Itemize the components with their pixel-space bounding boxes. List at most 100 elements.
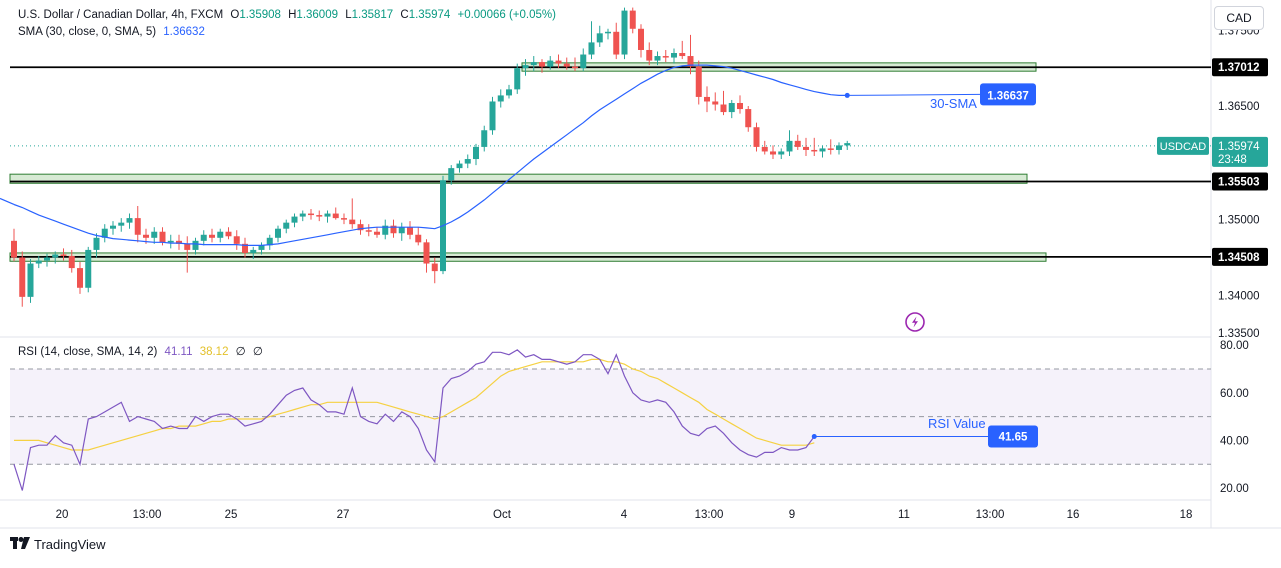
candle-body (555, 60, 562, 64)
candle-body (514, 68, 521, 90)
candle-body (695, 66, 702, 97)
candle-body (233, 236, 240, 244)
rsi-line (13, 349, 815, 491)
rsi-tick-label: 80.00 (1220, 340, 1249, 352)
level-price-label: 1.37012 (1218, 62, 1260, 74)
level-price-badge (1212, 58, 1268, 77)
candle-body (547, 60, 554, 67)
candle-body (85, 249, 92, 288)
time-tick-label: 16 (1067, 509, 1080, 521)
high-label: H (288, 9, 297, 21)
time-tick-label: 18 (1180, 509, 1193, 521)
candle-body (374, 231, 380, 235)
rsi-extra-1: ∅ (235, 346, 246, 358)
candle-body (737, 102, 743, 110)
candle-body (242, 243, 248, 253)
candle-body (522, 65, 529, 69)
symbol-tag (1157, 136, 1209, 155)
tradingview-logo[interactable]: TradingView (10, 537, 106, 552)
candle-body (745, 109, 752, 128)
candle-body (299, 213, 306, 217)
candle-body (464, 159, 471, 164)
candle-body (316, 215, 323, 217)
candle-body (563, 63, 570, 67)
candle-body (473, 146, 479, 160)
candle-body (93, 237, 100, 250)
candle-body (704, 96, 710, 102)
candle-body (539, 62, 545, 67)
rsi-annotation-badge (988, 425, 1038, 448)
candle-body (662, 56, 669, 58)
candle-body (365, 230, 372, 232)
candle-body (530, 62, 537, 66)
candle-body (794, 140, 801, 147)
candle-body (423, 242, 430, 264)
time-tick-label: 25 (225, 509, 238, 521)
annotations: 30-SMA 1.36637 RSI Value 41.65 (811, 83, 1038, 448)
candle-body (192, 240, 199, 250)
candle-body (68, 255, 75, 269)
candle-body (27, 263, 34, 297)
candle-body (167, 240, 174, 243)
time-axis[interactable]: 20 13:00 25 27 Oct 4 13:00 9 11 13:00 16 18 (56, 509, 1193, 521)
candle-body (629, 10, 636, 29)
sma-series (0, 64, 848, 246)
price-pane[interactable] (0, 0, 1211, 337)
candle-body (11, 240, 17, 258)
candle-body (35, 260, 42, 264)
candle-body (506, 89, 512, 96)
candle-body (778, 151, 785, 155)
currency-button[interactable]: CAD (1214, 6, 1264, 30)
last-price-badge (1212, 136, 1268, 167)
candle-body (19, 257, 26, 297)
candle-body (398, 227, 405, 234)
sma-legend[interactable]: SMA (30, close, 0, SMA, 5) 1.36632 (18, 26, 209, 38)
rsi-background (10, 368, 1211, 465)
candle-body (761, 146, 768, 152)
candle-body (415, 234, 422, 243)
candle-body (827, 148, 834, 150)
zone-2 (9, 173, 1028, 184)
low-label: L (345, 9, 352, 21)
time-tick-label: 13:00 (133, 509, 162, 521)
candle-body (596, 33, 603, 43)
symbol-title[interactable]: U.S. Dollar / Canadian Dollar, 4h, FXCM (18, 9, 224, 21)
sma-label: SMA (30, close, 0, SMA, 5) (18, 26, 157, 38)
sma-annotation-text: 30-SMA (930, 96, 977, 111)
candle-body (332, 213, 339, 219)
candle-body (275, 228, 281, 238)
lightning-icon[interactable] (905, 312, 925, 332)
candle-body (720, 104, 727, 113)
sma-line-start (0, 197, 15, 206)
candle-body (728, 102, 735, 113)
candle-body (52, 254, 59, 258)
candle-body (159, 231, 166, 243)
candles (11, 7, 851, 307)
candle-body (209, 234, 215, 238)
countdown-label: 23:48 (1218, 154, 1247, 166)
time-tick-label: 27 (337, 509, 350, 521)
candle-body (101, 228, 108, 238)
candle-body (786, 140, 793, 152)
candle-body (118, 222, 125, 226)
price-axis[interactable]: 1.375001.365001.350001.340001.335001.370… (1157, 25, 1268, 495)
candle-body (588, 42, 595, 55)
candle-body (481, 130, 488, 147)
candle-body (382, 225, 389, 235)
time-tick-label: Oct (493, 509, 512, 521)
candle-body (638, 28, 644, 50)
time-tick-label: 20 (56, 509, 69, 521)
sma-annotation-value: 1.36637 (987, 90, 1029, 102)
symbol-legend: U.S. Dollar / Canadian Dollar, 4h, FXCM … (18, 9, 560, 21)
candle-body (258, 245, 265, 250)
rsi-legend[interactable]: RSI (14, close, SMA, 14, 2) 41.11 38.12 … (18, 344, 267, 358)
sma-annotation-dot (844, 92, 850, 98)
price-tick-label: 1.34000 (1218, 290, 1260, 302)
candle-body (341, 218, 347, 220)
candle-body (753, 127, 760, 147)
candle-body (844, 143, 851, 146)
candle-body (225, 231, 232, 237)
candle-body (143, 234, 149, 238)
candle-body (184, 243, 191, 250)
